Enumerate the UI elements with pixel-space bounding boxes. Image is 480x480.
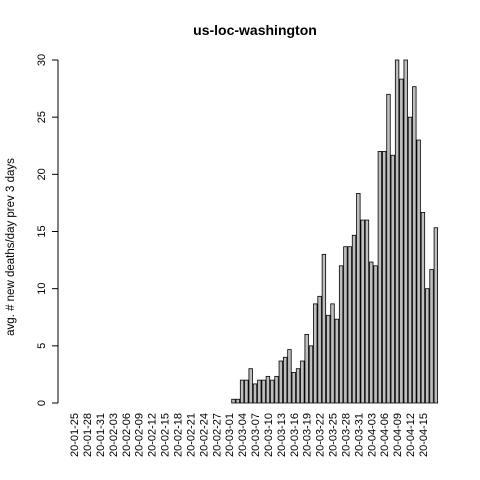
x-tick-label: 20-03-04 (237, 413, 249, 457)
x-tick-label: 20-01-25 (69, 413, 81, 457)
bar (300, 360, 305, 404)
y-tick-label: 10 (36, 283, 48, 295)
bars-group (231, 59, 439, 404)
y-tick-label: 20 (36, 168, 48, 180)
bar (386, 93, 391, 404)
bar (287, 349, 292, 404)
bar (295, 368, 301, 404)
bar (351, 234, 357, 404)
bar (399, 78, 404, 404)
bar (377, 151, 383, 404)
bar (360, 219, 365, 404)
bar (308, 345, 314, 404)
bar (373, 265, 378, 404)
y-tick-label: 5 (36, 343, 48, 349)
x-tick-label: 20-04-06 (379, 413, 391, 457)
x-tick-label: 20-01-28 (82, 413, 94, 457)
bar (317, 295, 322, 404)
y-tick-label: 15 (36, 225, 48, 237)
x-tick-label: 20-02-21 (185, 413, 197, 457)
x-axis: 20-01-25 20-01-28 20-01-31 20-02-03 20-02-06… (69, 413, 430, 457)
x-tick-label: 20-03-25 (328, 413, 340, 457)
x-tick-label: 20-03-22 (315, 413, 327, 457)
x-tick-label: 20-02-12 (147, 413, 159, 457)
bar (407, 116, 413, 404)
x-tick-label: 20-02-18 (172, 413, 184, 457)
bar (291, 372, 296, 404)
bar (248, 368, 253, 404)
y-axis-label: avg. # new deaths/day prev 3 days (5, 158, 17, 336)
bar (257, 379, 262, 404)
x-tick-label: 20-03-07 (250, 413, 262, 457)
x-tick-label: 20-03-10 (263, 413, 275, 457)
bar (304, 333, 309, 404)
x-tick-label: 20-04-09 (392, 413, 404, 457)
bar (369, 261, 374, 404)
bar (313, 303, 318, 404)
y-axis: 0 5 10 15 20 25 30 (36, 54, 59, 406)
x-tick-label: 20-02-27 (211, 413, 223, 457)
bar (416, 139, 421, 404)
bar (278, 360, 284, 404)
bar (252, 383, 258, 404)
bar (429, 269, 434, 404)
x-tick-label: 20-04-03 (366, 413, 378, 457)
bar (244, 379, 249, 404)
y-tick-label: 30 (36, 54, 48, 66)
bar (390, 154, 395, 404)
bar (412, 86, 417, 404)
bar (231, 398, 236, 404)
x-tick-label: 20-02-03 (108, 413, 120, 457)
y-tick-label: 0 (36, 400, 48, 406)
x-tick-label: 20-02-06 (121, 413, 133, 457)
bar (326, 314, 331, 404)
bar (403, 59, 408, 404)
x-tick-label: 20-03-19 (302, 413, 314, 457)
bar (261, 379, 266, 404)
x-tick-label: 20-03-01 (224, 413, 236, 457)
bar (235, 398, 240, 404)
bar (274, 375, 279, 404)
chart-title: us-loc-washington (193, 22, 317, 38)
bar (239, 379, 245, 404)
bar (282, 356, 288, 404)
bar (433, 227, 439, 404)
bar (364, 219, 370, 404)
x-tick-label: 20-03-13 (276, 413, 288, 457)
bar (343, 246, 348, 404)
bar (265, 375, 271, 404)
x-tick-label: 20-02-24 (198, 413, 210, 457)
bar (425, 288, 430, 404)
x-tick-label: 20-03-28 (340, 413, 352, 457)
bar (321, 253, 327, 404)
bar (356, 193, 361, 404)
x-tick-label: 20-04-15 (418, 413, 430, 457)
x-tick-label: 20-03-16 (289, 413, 301, 457)
x-tick-label: 20-02-15 (160, 413, 172, 457)
bar (394, 59, 400, 404)
bar (347, 246, 352, 404)
x-tick-label: 20-03-31 (353, 413, 365, 457)
bar (338, 265, 344, 404)
y-tick-label: 25 (36, 111, 48, 123)
bar (334, 318, 339, 404)
x-tick-label: 20-04-12 (405, 413, 417, 457)
bar (270, 379, 275, 404)
bar (420, 212, 426, 404)
bar (382, 151, 387, 404)
x-tick-label: 20-01-31 (95, 413, 107, 457)
x-tick-label: 20-02-09 (134, 413, 146, 457)
bar (330, 303, 335, 404)
